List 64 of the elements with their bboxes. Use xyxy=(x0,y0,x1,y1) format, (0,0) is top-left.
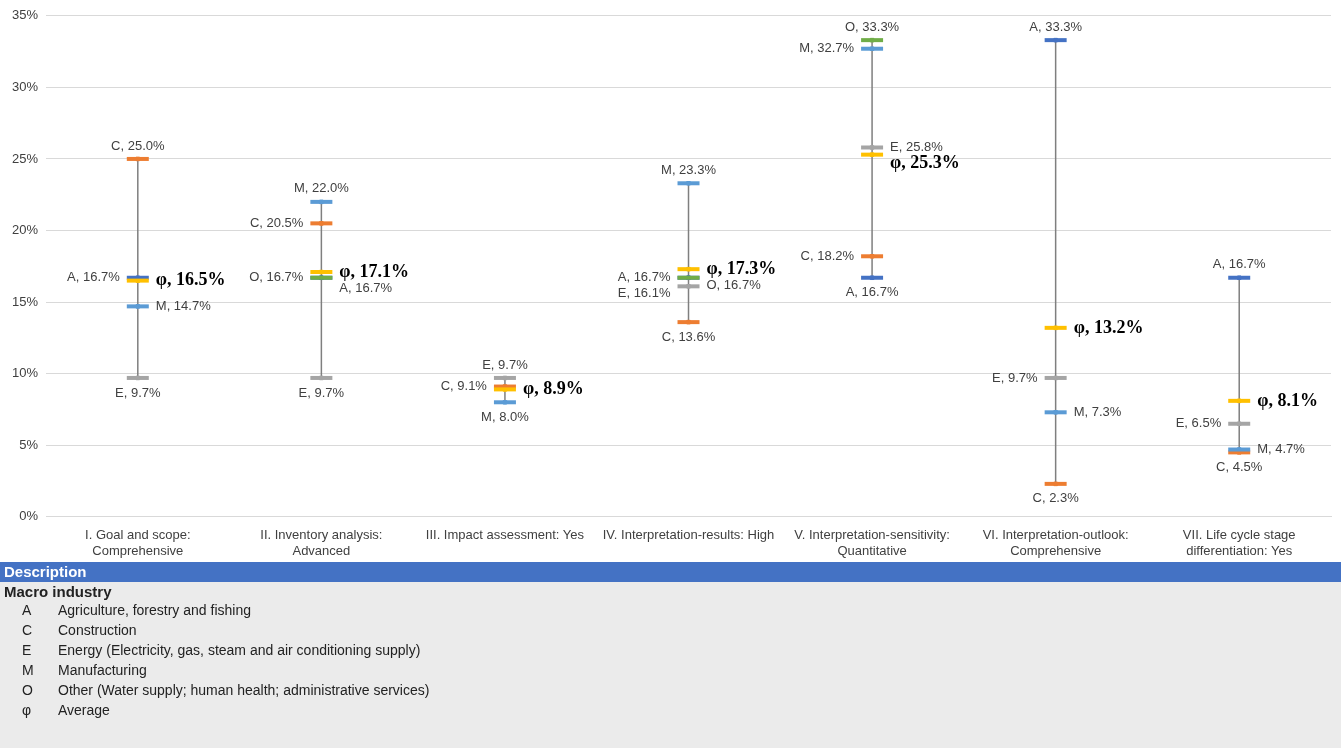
data-label: M, 14.7% xyxy=(155,297,212,313)
y-tick-label: 15% xyxy=(11,293,39,309)
data-label: φ, 8.9% xyxy=(522,378,584,399)
data-label: A, 16.7% xyxy=(67,269,121,285)
x-tick-label: IV. Interpretation-results: High xyxy=(602,527,775,543)
data-label: E, 16.1% xyxy=(617,285,671,301)
x-tick-label: II. Inventory analysis: Advanced xyxy=(260,527,383,558)
x-tick-label: I. Goal and scope: Comprehensive xyxy=(85,527,191,558)
data-label: φ, 13.2% xyxy=(1073,316,1144,337)
text: E xyxy=(21,641,33,660)
data-label: E, 9.7% xyxy=(298,384,345,400)
data-label: E, 9.7% xyxy=(115,384,161,400)
text: φ xyxy=(21,701,33,720)
data-label: M, 7.3% xyxy=(1073,403,1122,419)
y-tick-label: 35% xyxy=(11,7,39,23)
data-label: C, 18.2% xyxy=(800,247,855,263)
data-label: A, 33.3% xyxy=(1029,18,1083,34)
text: C xyxy=(21,621,34,640)
y-tick-label: 5% xyxy=(19,436,39,452)
data-label: A, 16.7% xyxy=(1212,256,1267,272)
data-label: M, 23.3% xyxy=(661,161,717,177)
text: Average xyxy=(58,702,110,718)
data-label: E, 9.7% xyxy=(992,369,1039,385)
data-label: C, 13.6% xyxy=(661,328,716,344)
data-label: M, 22.0% xyxy=(293,180,350,196)
data-label: C, 25.0% xyxy=(111,137,165,153)
x-tick-label: III. Impact assessment: Yes xyxy=(425,527,585,543)
x-tick-label: VII. Life cycle stage differentiation: Yes xyxy=(1182,527,1296,558)
text: Description xyxy=(0,562,1341,582)
text: Energy (Electricity, gas, steam and air conditioning supply) xyxy=(58,642,421,658)
data-label: C, 20.5% xyxy=(249,214,304,230)
data-label: A, 16.7% xyxy=(617,269,671,285)
text: A xyxy=(21,601,33,620)
data-label: A, 16.7% xyxy=(845,284,899,300)
y-tick-label: 20% xyxy=(11,222,39,238)
data-label: φ, 8.1% xyxy=(1257,389,1318,410)
data-label: E, 9.7% xyxy=(482,356,529,372)
text: O xyxy=(21,681,34,700)
text: Construction xyxy=(58,622,137,638)
text: Manufacturing xyxy=(58,662,147,678)
data-label: φ, 17.3% xyxy=(706,257,777,278)
y-tick-label: 25% xyxy=(11,150,39,166)
data-label: O, 33.3% xyxy=(844,18,900,34)
text: Macro industry xyxy=(4,583,113,600)
data-label: φ, 17.1% xyxy=(339,260,410,281)
x-tick-label: VI. Interpretation-outlook: Comprehensive xyxy=(982,527,1129,558)
y-tick-label: 0% xyxy=(19,508,39,524)
data-label: O, 16.7% xyxy=(249,269,304,285)
text: Agriculture, forestry and fishing xyxy=(58,602,251,618)
x-tick-label: V. Interpretation-sensitivity: Quantitative xyxy=(794,527,950,558)
data-label: M, 32.7% xyxy=(799,40,855,56)
text: Other (Water supply; human health; administrative services) xyxy=(58,682,430,698)
data-label: C, 4.5% xyxy=(1216,458,1263,474)
y-tick-label: 30% xyxy=(11,78,39,94)
text: M xyxy=(21,661,35,680)
data-label: φ, 25.3% xyxy=(890,152,960,173)
data-label: C, 9.1% xyxy=(440,378,488,394)
data-label: φ, 16.5% xyxy=(155,269,226,290)
data-label: C, 2.3% xyxy=(1032,490,1080,506)
data-label: E, 25.8% xyxy=(890,139,944,155)
data-label: M, 8.0% xyxy=(481,408,530,424)
data-label: E, 6.5% xyxy=(1175,415,1222,431)
data-label: M, 4.7% xyxy=(1257,441,1306,457)
y-tick-label: 10% xyxy=(11,365,39,381)
